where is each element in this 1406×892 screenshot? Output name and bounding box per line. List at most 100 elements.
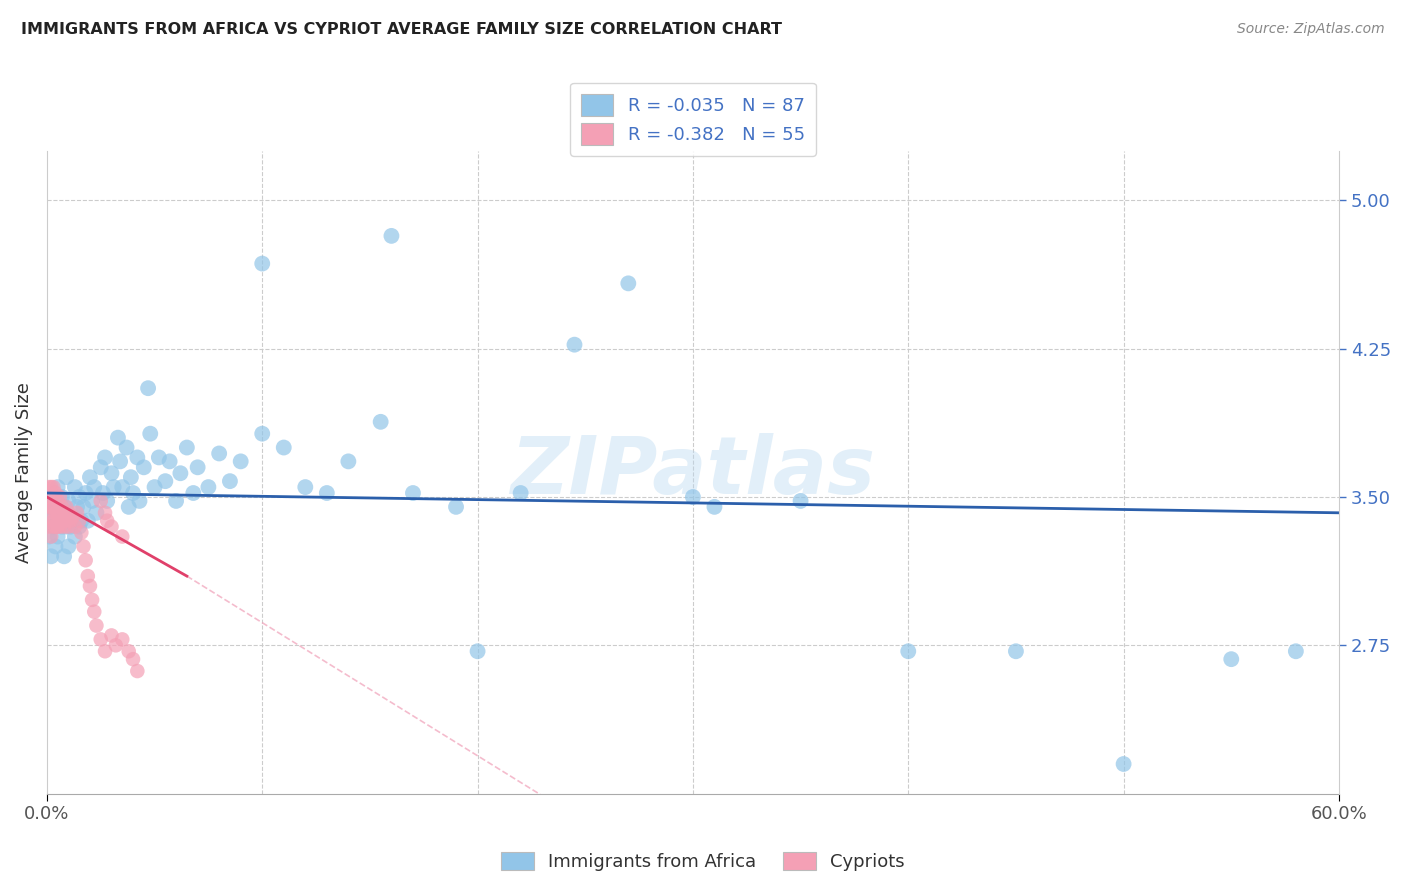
Point [252,256,274,270]
Point [42,519,65,533]
Point [703,500,725,514]
Point [159,454,181,468]
Point [83,480,105,494]
Point [617,277,640,291]
Point [1220,652,1243,666]
Point [44,500,66,514]
Point [38,529,60,543]
Point [197,480,219,494]
Point [38,519,60,533]
Point [337,454,360,468]
Point [42,500,65,514]
Y-axis label: Average Family Size: Average Family Size [15,382,32,563]
Point [49,490,72,504]
Point [127,664,149,678]
Point [39,529,62,543]
Point [315,486,337,500]
Point [37,490,59,504]
Point [39,549,62,564]
Point [55,519,77,533]
Point [46,480,69,494]
Point [86,506,108,520]
Point [70,514,93,528]
Point [39,490,62,504]
Point [1112,757,1135,772]
Point [76,514,98,528]
Point [59,519,82,533]
Point [127,450,149,465]
Point [96,494,118,508]
Point [67,514,90,528]
Point [42,480,65,494]
Point [94,644,117,658]
Point [219,474,242,488]
Point [55,470,77,484]
Point [51,490,73,504]
Point [58,494,80,508]
Point [49,506,72,520]
Point [682,490,704,504]
Point [82,592,104,607]
Point [46,519,69,533]
Point [49,519,72,533]
Point [120,470,142,484]
Point [76,569,98,583]
Point [51,514,73,528]
Point [83,605,105,619]
Point [115,441,138,455]
Point [46,494,69,508]
Point [122,652,145,666]
Point [118,500,141,514]
Point [49,509,72,524]
Point [104,638,127,652]
Point [53,519,76,533]
Point [100,467,122,481]
Point [252,426,274,441]
Point [79,579,101,593]
Point [229,454,252,468]
Point [91,486,114,500]
Point [96,514,118,528]
Point [86,618,108,632]
Point [63,519,86,533]
Point [564,337,586,351]
Point [128,494,150,508]
Point [108,454,131,468]
Point [39,500,62,514]
Point [509,486,531,500]
Point [370,415,392,429]
Point [63,480,86,494]
Point [59,514,82,528]
Point [1285,644,1308,658]
Point [273,441,295,455]
Point [181,486,204,500]
Point [122,486,145,500]
Point [39,509,62,524]
Point [1005,644,1028,658]
Point [294,480,316,494]
Point [100,628,122,642]
Text: ZIPatlas: ZIPatlas [510,434,876,511]
Point [90,460,112,475]
Point [53,500,76,514]
Point [55,514,77,528]
Point [72,540,94,554]
Point [79,470,101,484]
Point [44,540,66,554]
Point [62,509,84,524]
Point [38,480,60,494]
Point [90,632,112,647]
Point [789,494,811,508]
Point [51,500,73,514]
Point [90,494,112,508]
Point [897,644,920,658]
Point [62,509,84,524]
Point [66,506,89,520]
Point [67,519,90,533]
Point [44,519,66,533]
Point [42,514,65,528]
Point [70,525,93,540]
Point [176,441,198,455]
Legend: Immigrants from Africa, Cypriots: Immigrants from Africa, Cypriots [494,845,912,879]
Point [42,509,65,524]
